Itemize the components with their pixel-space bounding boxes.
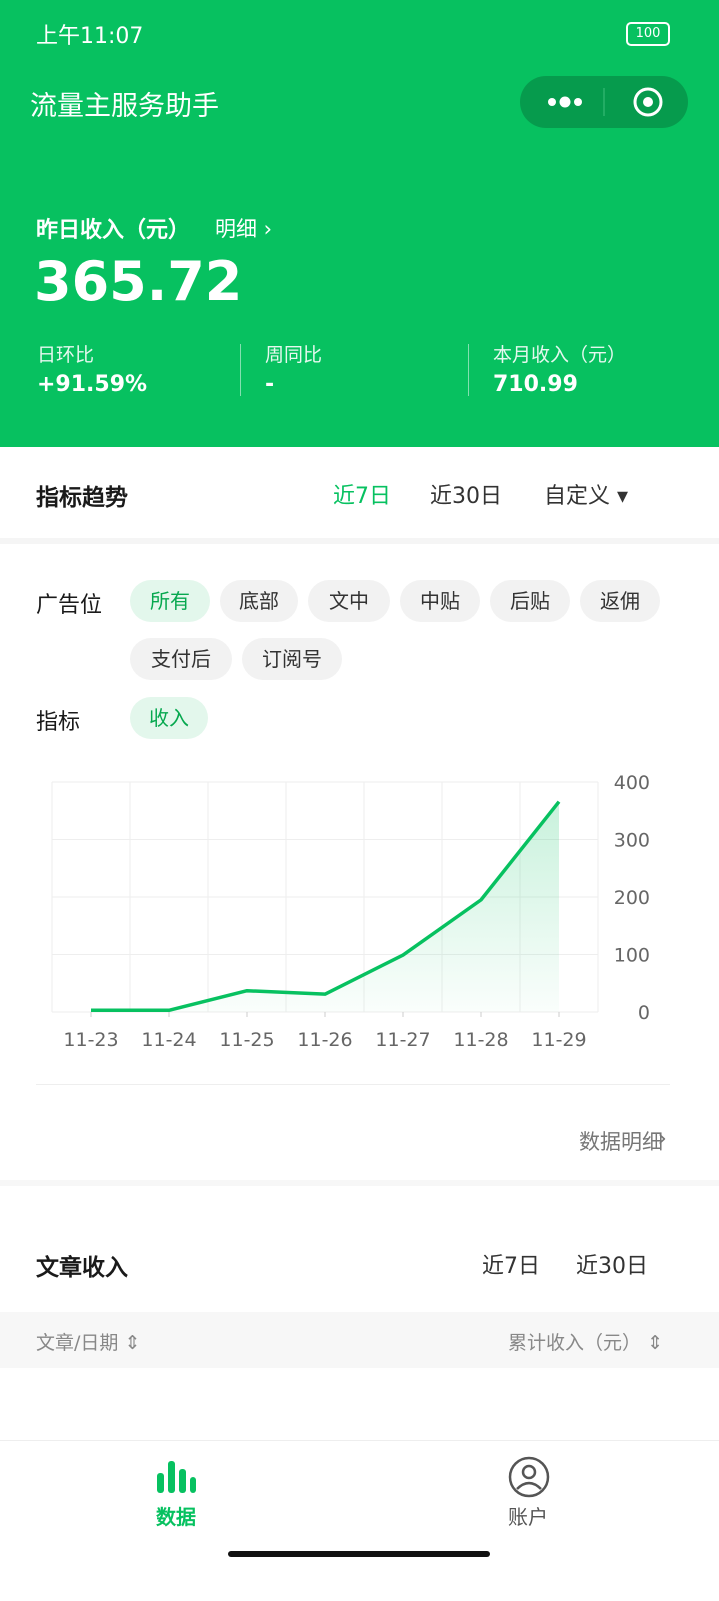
capsule-menu[interactable]: [520, 76, 688, 128]
x-tick-label: 11-25: [219, 1029, 274, 1051]
y-tick-label: 300: [614, 830, 650, 852]
x-tick-label: 11-29: [531, 1029, 586, 1051]
range-tab[interactable]: 近30日: [430, 484, 502, 509]
stat-label: 周同比: [265, 344, 323, 366]
yesterday-label: 昨日收入（元）: [36, 218, 191, 243]
y-tick-label: 200: [614, 887, 650, 909]
stat-label: 本月收入（元）: [493, 344, 627, 366]
x-tick-label: 11-24: [141, 1029, 196, 1051]
column-header[interactable]: 累计收入（元） ⇕: [508, 1332, 663, 1354]
x-tick-label: 11-27: [375, 1029, 430, 1051]
battery: 100: [626, 22, 670, 46]
y-tick-label: 0: [638, 1002, 650, 1024]
app-title: 流量主服务助手: [30, 91, 219, 122]
x-tick-label: 11-28: [453, 1029, 508, 1051]
metric-chip[interactable]: 收入: [130, 697, 208, 739]
ad-slot-chip[interactable]: 文中: [308, 580, 390, 622]
section-divider: [0, 538, 719, 544]
yesterday-income: 365.72: [34, 250, 243, 313]
ad-slot-label: 广告位: [36, 593, 103, 618]
detail-link-text[interactable]: 明细: [215, 217, 257, 241]
area: [91, 801, 559, 1012]
y-tick-label: 400: [614, 772, 650, 794]
chevron: ›: [657, 1124, 667, 1152]
ad-slot-chip[interactable]: 后贴: [490, 580, 570, 622]
home-indicator: [228, 1551, 490, 1557]
tab-bar: 数据 账户: [0, 1440, 719, 1601]
ad-slot-chip[interactable]: 订阅号: [242, 638, 342, 680]
section-divider: [0, 1180, 719, 1186]
ad-slot-chip[interactable]: 底部: [220, 580, 298, 622]
metric-label: 指标: [36, 710, 81, 735]
trend-title: 指标趋势: [36, 485, 128, 511]
detail-link[interactable]: 明细 ›: [215, 217, 273, 241]
ad-slot-chip[interactable]: 支付后: [130, 638, 232, 680]
tab-label[interactable]: 数据: [156, 1505, 196, 1529]
data-detail-link[interactable]: 数据明细: [579, 1130, 663, 1154]
divider: [36, 1084, 670, 1085]
account-tab-icon[interactable]: [507, 1455, 551, 1499]
header: 上午11:07 100 流量主服务助手 昨日收入（元） 明细 › 365.72 …: [0, 0, 719, 447]
table-header: 文章/日期 ⇕ 累计收入（元） ⇕: [0, 1312, 719, 1368]
line: [91, 800, 561, 1013]
data-tab-icon[interactable]: [155, 1459, 197, 1495]
ad-slot-chip[interactable]: 所有: [130, 580, 210, 622]
stat-value: -: [265, 372, 275, 397]
range-tab-text[interactable]: 自定义: [544, 484, 611, 509]
ad-slot-chip[interactable]: 中贴: [400, 580, 480, 622]
range-tab[interactable]: 近30日: [576, 1254, 648, 1279]
ad-slot-chip[interactable]: 返佣: [580, 580, 660, 622]
articles-title: 文章收入: [36, 1255, 128, 1281]
column-header[interactable]: 文章/日期 ⇕: [36, 1332, 141, 1354]
stat-label: 日环比: [37, 344, 95, 366]
stat-divider: [240, 344, 241, 396]
stat-value: 710.99: [493, 372, 578, 397]
range-tab[interactable]: 近7日: [333, 484, 391, 509]
status-time: 上午11:07: [36, 24, 144, 49]
column-header-text[interactable]: 文章/日期: [36, 1332, 119, 1354]
stat-value: +91.59%: [37, 372, 148, 397]
range-tab[interactable]: 自定义 ▾: [544, 484, 629, 509]
range-tab[interactable]: 近7日: [482, 1254, 540, 1279]
x-tick-label: 11-23: [63, 1029, 118, 1051]
stat-divider: [468, 344, 469, 396]
y-tick-label: 100: [614, 945, 650, 967]
trend-chart: 0 100 200 300 400 11-23 11-24 11-25 11-26 11-27 11…: [51, 772, 650, 1051]
column-header-text[interactable]: 累计收入（元）: [508, 1332, 642, 1354]
capsule-icons: [548, 87, 663, 117]
tab-label[interactable]: 账户: [508, 1505, 548, 1529]
x-tick-label: 11-26: [297, 1029, 352, 1051]
